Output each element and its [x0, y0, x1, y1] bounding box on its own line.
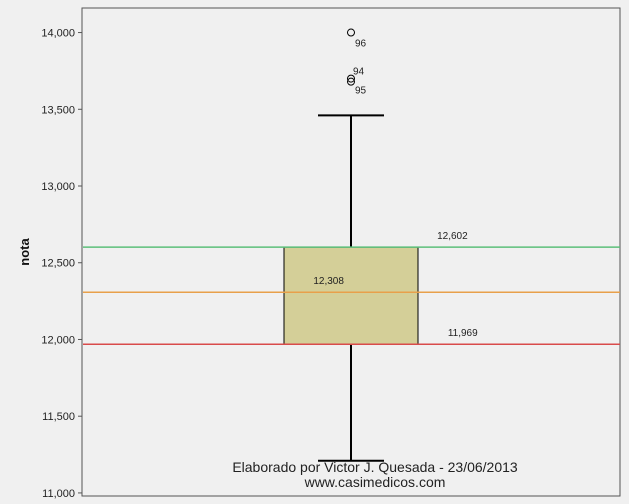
reference-line-label: 11,969	[448, 328, 478, 339]
outlier-point	[347, 74, 355, 83]
credit-line-1: Elaborado por Victor J. Quesada - 23/06/…	[232, 459, 518, 475]
y-tick-label: 12,000	[41, 334, 75, 346]
outlier-label: 95	[355, 86, 367, 97]
reference-line-label: 12,602	[437, 231, 468, 242]
y-axis: 11,000 11,500 12,000 12,500 13,000 13,500 14,0…	[41, 28, 82, 500]
y-tick-label: 11,500	[42, 411, 75, 423]
outlier-point	[347, 77, 355, 86]
y-tick-label: 13,500	[41, 104, 75, 116]
y-tick-label: 13,000	[41, 181, 75, 193]
y-tick-label: 11,000	[42, 488, 75, 500]
y-tick-label: 14,000	[41, 28, 75, 40]
y-tick-label: 12,500	[41, 258, 75, 270]
outliers: 96 94 95	[347, 28, 367, 97]
reference-lines: 12,602 12,308 11,969	[83, 231, 620, 345]
outlier-point	[347, 28, 355, 37]
outlier-label: 96	[355, 39, 367, 50]
outlier-label: 94	[353, 67, 365, 78]
reference-line-label: 12,308	[313, 276, 344, 287]
interquartile-box	[283, 246, 419, 345]
credit-line-2: www.casimedicos.com	[304, 474, 446, 490]
y-axis-label: nota	[17, 238, 32, 266]
